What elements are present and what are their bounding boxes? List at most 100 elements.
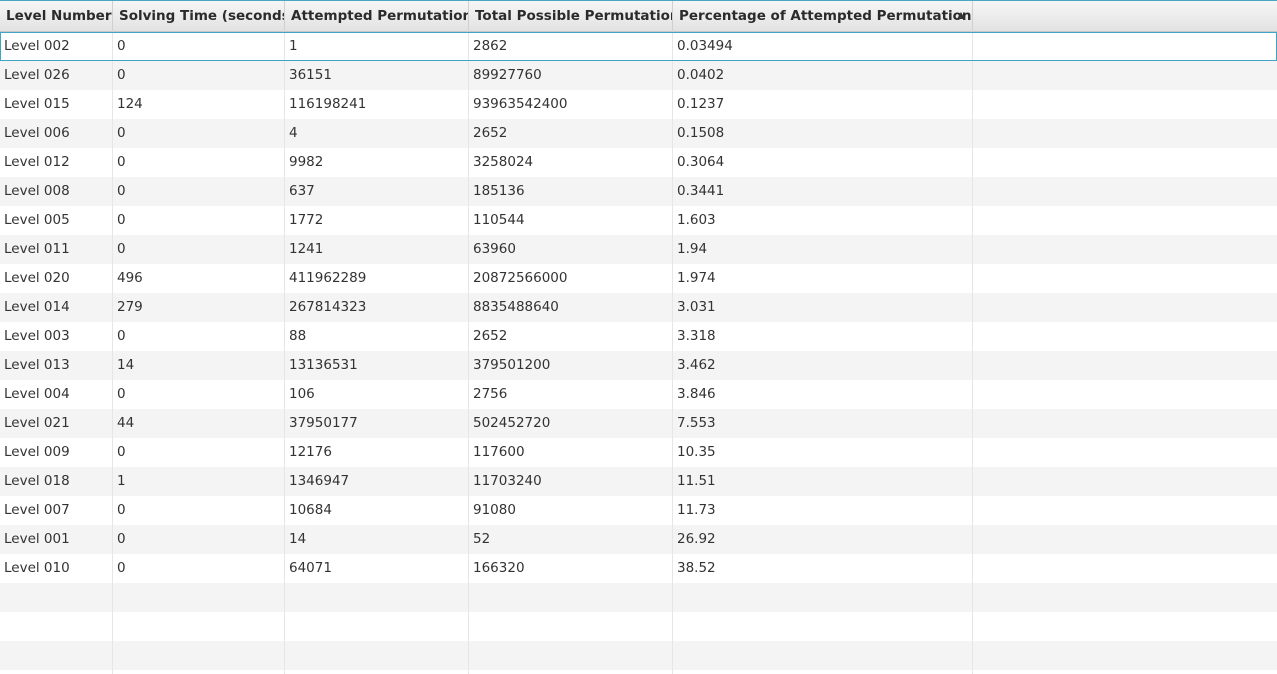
- row-filler: [973, 409, 1277, 438]
- table-row[interactable]: Level 002 0 1 2862 0.03494: [0, 32, 1277, 61]
- table-cell: 3.031: [673, 293, 973, 322]
- table-cell: 10684: [285, 496, 469, 525]
- table-row[interactable]: Level 008 0 637 185136 0.3441: [0, 177, 1277, 206]
- table-row[interactable]: Level 005 0 1772 110544 1.603: [0, 206, 1277, 235]
- table-cell: [285, 641, 469, 670]
- table-cell: Level 013: [0, 351, 113, 380]
- table-cell: 44: [113, 409, 285, 438]
- table-cell: 2652: [469, 322, 673, 351]
- table-row[interactable]: Level 003 0 88 2652 3.318: [0, 322, 1277, 351]
- table-cell: 496: [113, 264, 285, 293]
- column-header-percentage-attempted[interactable]: Percentage of Attempted Permutations: [673, 1, 973, 32]
- table-cell: [469, 612, 673, 641]
- table-cell: 1: [113, 467, 285, 496]
- table-cell: [469, 641, 673, 670]
- table-cell: 0: [113, 206, 285, 235]
- table-cell: Level 018: [0, 467, 113, 496]
- table-cell: Level 011: [0, 235, 113, 264]
- table-cell: [673, 670, 973, 674]
- column-header-label: Attempted Permutations: [291, 8, 469, 24]
- row-filler: [973, 32, 1277, 61]
- empty-table-row: [0, 641, 1277, 670]
- row-filler: [973, 293, 1277, 322]
- table-cell: 91080: [469, 496, 673, 525]
- table-cell: 166320: [469, 554, 673, 583]
- table-cell: 3.846: [673, 380, 973, 409]
- table-row[interactable]: Level 012 0 9982 3258024 0.3064: [0, 148, 1277, 177]
- column-header-solving-time[interactable]: Solving Time (seconds): [113, 1, 285, 32]
- column-header-label: Solving Time (seconds): [119, 8, 285, 24]
- table-cell: 1.94: [673, 235, 973, 264]
- table-cell: 2652: [469, 119, 673, 148]
- table-row[interactable]: Level 021 44 37950177 502452720 7.553: [0, 409, 1277, 438]
- table-cell: Level 010: [0, 554, 113, 583]
- table-row[interactable]: Level 014 279 267814323 8835488640 3.031: [0, 293, 1277, 322]
- table-cell: 0: [113, 119, 285, 148]
- table-cell: [673, 641, 973, 670]
- row-filler: [973, 206, 1277, 235]
- row-filler: [973, 90, 1277, 119]
- table-cell: 0: [113, 554, 285, 583]
- column-header-level-number[interactable]: Level Number: [0, 1, 113, 32]
- table-cell: 20872566000: [469, 264, 673, 293]
- table-cell: 3.318: [673, 322, 973, 351]
- table-cell: 11.73: [673, 496, 973, 525]
- table-cell: 10.35: [673, 438, 973, 467]
- table-cell: 0.0402: [673, 61, 973, 90]
- table-cell: Level 008: [0, 177, 113, 206]
- table-cell: 116198241: [285, 90, 469, 119]
- table-cell: Level 006: [0, 119, 113, 148]
- table-cell: Level 026: [0, 61, 113, 90]
- table-cell: 11.51: [673, 467, 973, 496]
- table-row[interactable]: Level 009 0 12176 117600 10.35: [0, 438, 1277, 467]
- table-cell: 88: [285, 322, 469, 351]
- table-cell: 3.462: [673, 351, 973, 380]
- table-cell: [113, 612, 285, 641]
- table-cell: 0: [113, 438, 285, 467]
- table-cell: [113, 670, 285, 674]
- table-cell: 0: [113, 177, 285, 206]
- table-row[interactable]: Level 020 496 411962289 20872566000 1.974: [0, 264, 1277, 293]
- row-filler: [973, 583, 1277, 612]
- table-cell: 379501200: [469, 351, 673, 380]
- column-header-attempted-permutations[interactable]: Attempted Permutations: [285, 1, 469, 32]
- table-row[interactable]: Level 007 0 10684 91080 11.73: [0, 496, 1277, 525]
- row-filler: [973, 438, 1277, 467]
- table-row[interactable]: Level 004 0 106 2756 3.846: [0, 380, 1277, 409]
- table-cell: 0.3064: [673, 148, 973, 177]
- table-cell: 52: [469, 525, 673, 554]
- table-row[interactable]: Level 006 0 4 2652 0.1508: [0, 119, 1277, 148]
- table-row[interactable]: Level 001 0 14 52 26.92: [0, 525, 1277, 554]
- table-row[interactable]: Level 011 0 1241 63960 1.94: [0, 235, 1277, 264]
- table-body: Level 002 0 1 2862 0.03494 Level 026 0 36151 899…: [0, 32, 1277, 674]
- row-filler: [973, 177, 1277, 206]
- table-row[interactable]: Level 015 124 116198241 93963542400 0.1237: [0, 90, 1277, 119]
- table-cell: [0, 612, 113, 641]
- table-cell: [0, 670, 113, 674]
- table-cell: 502452720: [469, 409, 673, 438]
- table-cell: Level 003: [0, 322, 113, 351]
- table-row[interactable]: Level 026 0 36151 89927760 0.0402: [0, 61, 1277, 90]
- column-header-total-possible-permutations[interactable]: Total Possible Permutations: [469, 1, 673, 32]
- table-cell: 0.1508: [673, 119, 973, 148]
- table-cell: [285, 670, 469, 674]
- table-row[interactable]: Level 013 14 13136531 379501200 3.462: [0, 351, 1277, 380]
- table-cell: Level 001: [0, 525, 113, 554]
- row-filler: [973, 641, 1277, 670]
- table-cell: Level 004: [0, 380, 113, 409]
- table-cell: [469, 583, 673, 612]
- table-cell: [469, 670, 673, 674]
- table-cell: 0: [113, 235, 285, 264]
- table-cell: 0.03494: [673, 32, 973, 61]
- table-cell: 38.52: [673, 554, 973, 583]
- table-cell: 0: [113, 148, 285, 177]
- table-row[interactable]: Level 018 1 1346947 11703240 11.51: [0, 467, 1277, 496]
- table-row[interactable]: Level 010 0 64071 166320 38.52: [0, 554, 1277, 583]
- table-cell: 0: [113, 61, 285, 90]
- table-cell: 26.92: [673, 525, 973, 554]
- table-cell: 0.1237: [673, 90, 973, 119]
- table-cell: [285, 612, 469, 641]
- table-cell: [285, 583, 469, 612]
- row-filler: [973, 61, 1277, 90]
